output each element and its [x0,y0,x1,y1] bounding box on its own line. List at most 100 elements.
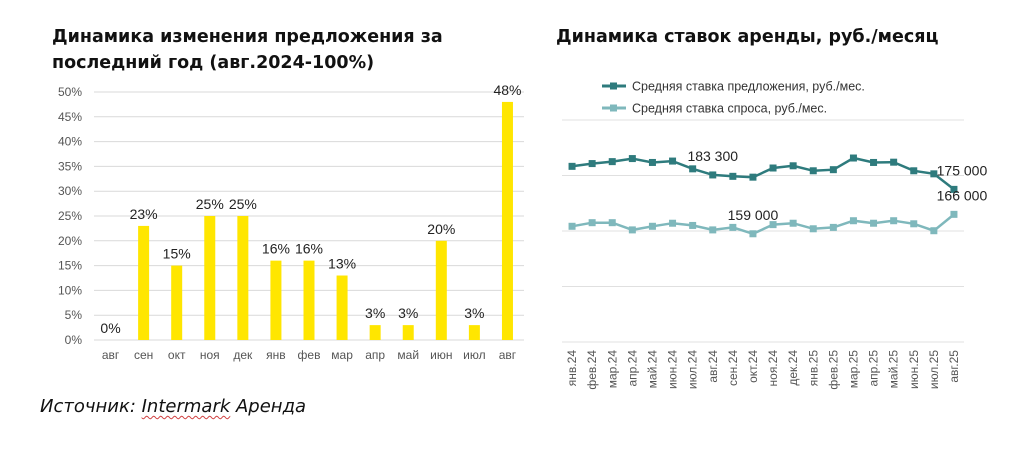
bar-9 [369,325,381,340]
line-x-tick-label: фев.25 [826,350,840,390]
bar-y-tick-label: 40% [58,135,82,149]
legend-marker [610,104,617,112]
bar-y-tick-label: 20% [58,234,82,248]
rent-rate-line-chart: Средняя ставка предложения, руб./мес. Сре… [562,80,988,390]
bar-series [138,101,513,340]
bar-8 [336,275,348,340]
line-x-tick-label: янв.24 [565,350,579,387]
line-value-annotation: 166 000 [937,187,988,203]
bar-y-axis: 0% 5% 10% 15% 20% 25% 30% 35% 40% 45% 50% [58,85,82,347]
bar-data-labels: 0% 23% 15% 25% 25% 16% 16% 13% 3% 3% 20% 3% 48% [100,82,521,336]
bar-y-tick-label: 45% [58,110,82,124]
series-1-point [588,160,596,168]
bar-x-tick-label: авг [102,348,120,362]
series-1-point [568,162,576,170]
bar-7 [303,260,315,340]
bar-x-tick-label: июл [463,348,485,362]
bar-6 [270,260,282,340]
series-2-point [568,222,576,230]
series-1-point [628,155,636,163]
series-2-point [588,219,596,227]
bar-data-label: 25% [196,196,224,212]
bar-x-tick-label: июн [430,348,452,362]
series-1-point [890,158,898,166]
bar-y-tick-label: 50% [58,85,82,99]
line-x-tick-label: май.25 [887,350,901,389]
series-1-point [709,171,717,179]
bar-5 [237,216,249,340]
bar-y-tick-label: 15% [58,259,82,273]
line-x-tick-label: мар.24 [605,350,619,389]
line-x-tick-label: ноя.24 [766,350,780,387]
source-brand: Intermark [141,396,231,417]
series-2-point [829,223,837,231]
bar-data-label: 15% [163,246,191,262]
bar-data-label: 16% [262,241,290,257]
bar-3 [171,265,183,340]
bar-x-tick-label: апр [365,348,385,362]
line-x-tick-label: дек.24 [786,350,800,386]
bar-y-tick-label: 30% [58,184,82,198]
bar-data-label: 16% [295,241,323,257]
source-note: Источник: Intermark Аренда [40,396,306,417]
line-value-annotation: 175 000 [937,162,988,178]
bar-data-label: 3% [398,305,418,321]
bar-chart-title: Динамика изменения предложения за послед… [52,27,443,73]
source-suffix: Аренда [230,396,307,417]
line-chart-title: Динамика ставок аренды, руб./месяц [556,27,939,47]
line-series [568,154,958,238]
series-1-point [669,157,677,165]
series-1-point [870,158,878,166]
bar-data-label: 3% [464,305,484,321]
series-2-point [689,221,697,229]
bar-y-tick-label: 10% [58,283,82,297]
line-x-tick-label: июл.24 [686,350,700,389]
bar-data-label: 13% [328,256,356,272]
series-2-point [749,230,757,238]
line-x-tick-label: авг.24 [706,350,720,383]
bar-data-label: 20% [427,221,455,237]
bar-x-tick-label: мар [331,348,353,362]
bar-11 [435,240,447,340]
line-value-annotation: 183 300 [687,148,738,164]
line-x-tick-label: июн.25 [907,350,921,389]
bar-y-tick-label: 35% [58,159,82,173]
series-2-point [930,227,938,235]
series-1-point [769,164,777,172]
bar-x-axis: авг сен окт ноя дек янв фев мар апр май июн июл авг [102,348,517,362]
line-x-tick-label: июн.24 [666,350,680,389]
bar-x-tick-label: май [397,348,419,362]
bar-y-tick-label: 0% [65,333,83,347]
bar-data-label: 48% [493,82,521,98]
legend-label: Средняя ставка спроса, руб./мес. [632,102,827,116]
line-grid [562,119,964,343]
series-1-point [608,158,616,166]
series-1-point [789,162,797,170]
series-2-point [669,219,677,227]
bar-data-label: 0% [100,320,120,336]
bar-2 [138,225,150,340]
bar-x-tick-label: окт [168,348,186,362]
bar-10 [402,325,414,340]
legend-label: Средняя ставка предложения, руб./мес. [632,80,865,94]
series-1-point [950,185,958,193]
line-x-tick-label: мар.25 [846,350,860,389]
series-1-point [910,167,918,175]
series-1-point [648,158,656,166]
series-2-point [769,221,777,229]
line-legend: Средняя ставка предложения, руб./мес. Сре… [602,80,865,116]
line-x-tick-label: апр.25 [867,350,881,387]
source-prefix: Источник: [40,396,142,417]
series-1-point [729,172,737,180]
bar-x-tick-label: янв [266,348,286,362]
line-x-tick-label: апр.24 [625,350,639,387]
bar-x-tick-label: ноя [200,348,220,362]
bar-13 [501,101,513,340]
bar-x-tick-label: сен [134,348,153,362]
line-x-tick-label: май.24 [645,350,659,389]
series-1-point [689,165,697,173]
series-2-point [628,226,636,234]
series-1-point [930,170,938,178]
series-2-point [729,223,737,231]
series-2-point [809,225,817,233]
